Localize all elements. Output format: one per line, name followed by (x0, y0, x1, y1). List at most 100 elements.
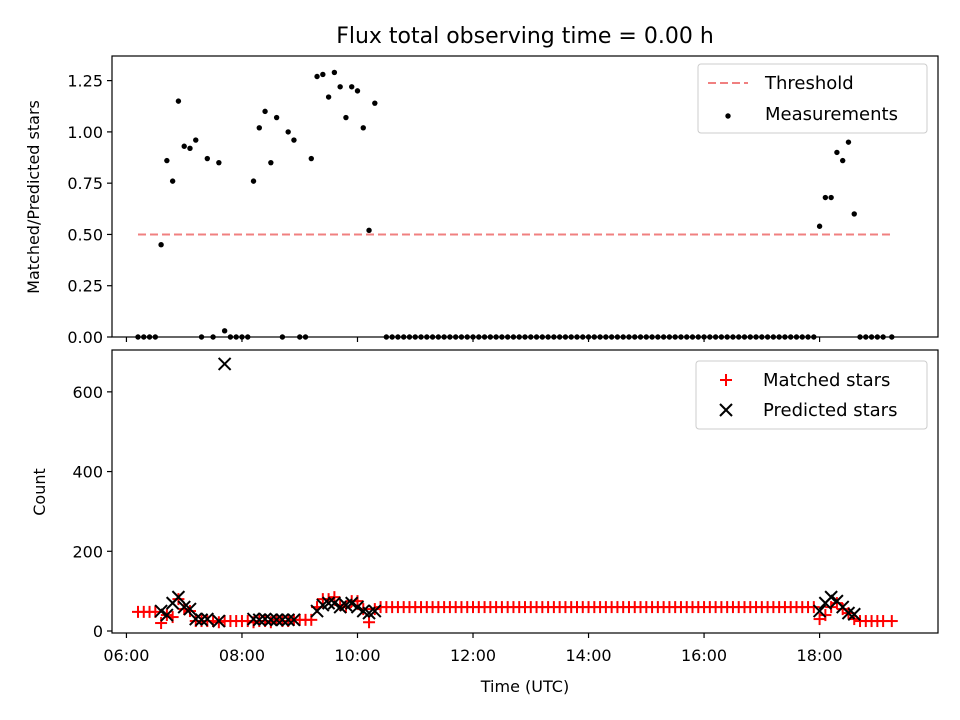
measurement-point (349, 84, 355, 90)
count-x-ticks: 06:00 08:00 10:00 12:00 14:00 16:00 18:00 (103, 633, 843, 665)
measurement-point (285, 129, 291, 135)
measurement-point (816, 223, 823, 229)
count-panel: 0 200 400 600 06:00 08:00 10:00 12:00 14:00 16:0… (30, 349, 939, 696)
matched-stars-point (155, 617, 168, 630)
measurement-point (354, 88, 361, 94)
x-tick-label: 10:00 (334, 646, 380, 665)
measurement-point (834, 149, 840, 156)
measurement-point (164, 157, 170, 164)
predicted-stars-point (327, 596, 342, 610)
measurement-point (169, 178, 176, 184)
measurement-point (221, 328, 228, 334)
measurement-point (325, 94, 332, 100)
count-marks (131, 357, 898, 630)
measurement-point (314, 73, 320, 80)
predicted-stars-point (246, 612, 261, 626)
legend-predicted-label: Predicted stars (763, 400, 897, 421)
measurement-point (216, 159, 222, 166)
count-y-axis-label: Count (30, 468, 49, 516)
measurement-point (187, 145, 193, 151)
count-legend-box (695, 360, 928, 430)
measurement-point (343, 114, 349, 121)
x-tick-label: 18:00 (797, 646, 843, 665)
predicted-stars-point (275, 613, 290, 627)
legend-matched-label: Matched stars (763, 370, 890, 391)
predicted-stars-point (269, 613, 284, 627)
predicted-stars-point (812, 604, 827, 618)
predicted-stars-point (194, 613, 209, 627)
legend-matched-swatch (720, 374, 732, 386)
ratio-y-ticks: 0.00 0.25 0.50 0.75 1.00 1.25 (67, 72, 112, 347)
x-tick-label: 16:00 (681, 646, 727, 665)
measurement-point (250, 178, 257, 184)
measurement-point (372, 100, 378, 106)
matched-stars-point (885, 615, 898, 628)
matched-stars-point (368, 603, 381, 616)
matched-stars-point (183, 605, 196, 618)
y-tick-label: 200 (72, 542, 103, 561)
predicted-stars-point (183, 602, 197, 616)
ratio-panel: 0.00 0.25 0.50 0.75 1.00 1.25 Matched/Predict… (24, 55, 939, 347)
measurement-point (331, 69, 338, 76)
ratio-y-axis-label: Matched/Predicted stars (24, 100, 43, 294)
measurement-point (845, 139, 852, 145)
matched-stars-point (363, 616, 376, 629)
measurement-point (828, 194, 834, 201)
x-axis-label: Time (UTC) (480, 677, 569, 696)
x-tick-label: 06:00 (103, 646, 149, 665)
matched-stars-point (819, 609, 832, 622)
measurement-point (256, 125, 262, 131)
measurement-point (320, 71, 326, 78)
predicted-stars-point (200, 612, 215, 626)
predicted-stars-point (171, 590, 186, 604)
x-tick-label: 14:00 (565, 646, 611, 665)
matched-stars-point (172, 593, 185, 606)
matched-stars-point (807, 601, 820, 614)
matched-stars-point (178, 603, 191, 616)
measurement-point (158, 242, 164, 248)
y-tick-label: 0.50 (67, 225, 103, 244)
predicted-stars-point (824, 590, 838, 604)
predicted-stars-point (287, 613, 301, 627)
predicted-stars-point (189, 612, 203, 626)
predicted-stars-point (258, 612, 272, 626)
y-tick-label: 1.25 (67, 72, 103, 91)
legend-measurements-label: Measurements (765, 104, 898, 125)
ratio-legend: Threshold Measurements (697, 63, 928, 134)
measurement-point (273, 114, 280, 121)
measurement-point (839, 157, 846, 164)
measurement-point (181, 143, 187, 149)
predicted-stars-point (847, 607, 861, 621)
measurement-point (822, 194, 829, 201)
measurement-point (204, 155, 211, 162)
y-tick-label: 0 (93, 622, 103, 641)
predicted-stars-point (264, 613, 278, 627)
measurement-point (851, 211, 857, 217)
legend-predicted-swatch (719, 403, 733, 417)
legend-measurements-swatch (725, 113, 731, 119)
predicted-stars-point (252, 613, 267, 627)
y-tick-label: 0.00 (67, 328, 103, 347)
y-tick-label: 0.25 (67, 277, 103, 296)
y-tick-label: 400 (72, 463, 103, 482)
y-tick-label: 0.75 (67, 174, 103, 193)
ratio-axes-frame (111, 55, 939, 338)
measurement-point (175, 98, 182, 104)
predicted-stars-point (212, 614, 226, 628)
predicted-stars-point (160, 608, 174, 622)
predicted-stars-point (321, 596, 336, 610)
predicted-stars-point (368, 604, 382, 618)
count-legend: Matched stars Predicted stars (695, 360, 928, 430)
chart-title: Flux total observing time = 0.00 h (336, 24, 714, 49)
count-axes-frame (111, 349, 939, 634)
measurement-point (308, 155, 314, 162)
measurement-point (337, 84, 343, 90)
y-tick-label: 600 (72, 383, 103, 402)
measurement-point (268, 159, 274, 166)
count-y-ticks: 0 200 400 600 (72, 383, 112, 641)
measurement-point (360, 125, 366, 131)
measurement-point (366, 227, 372, 234)
ratio-x-ticks (125, 337, 821, 342)
measurement-point (291, 137, 297, 143)
predicted-stars-point (281, 613, 295, 627)
